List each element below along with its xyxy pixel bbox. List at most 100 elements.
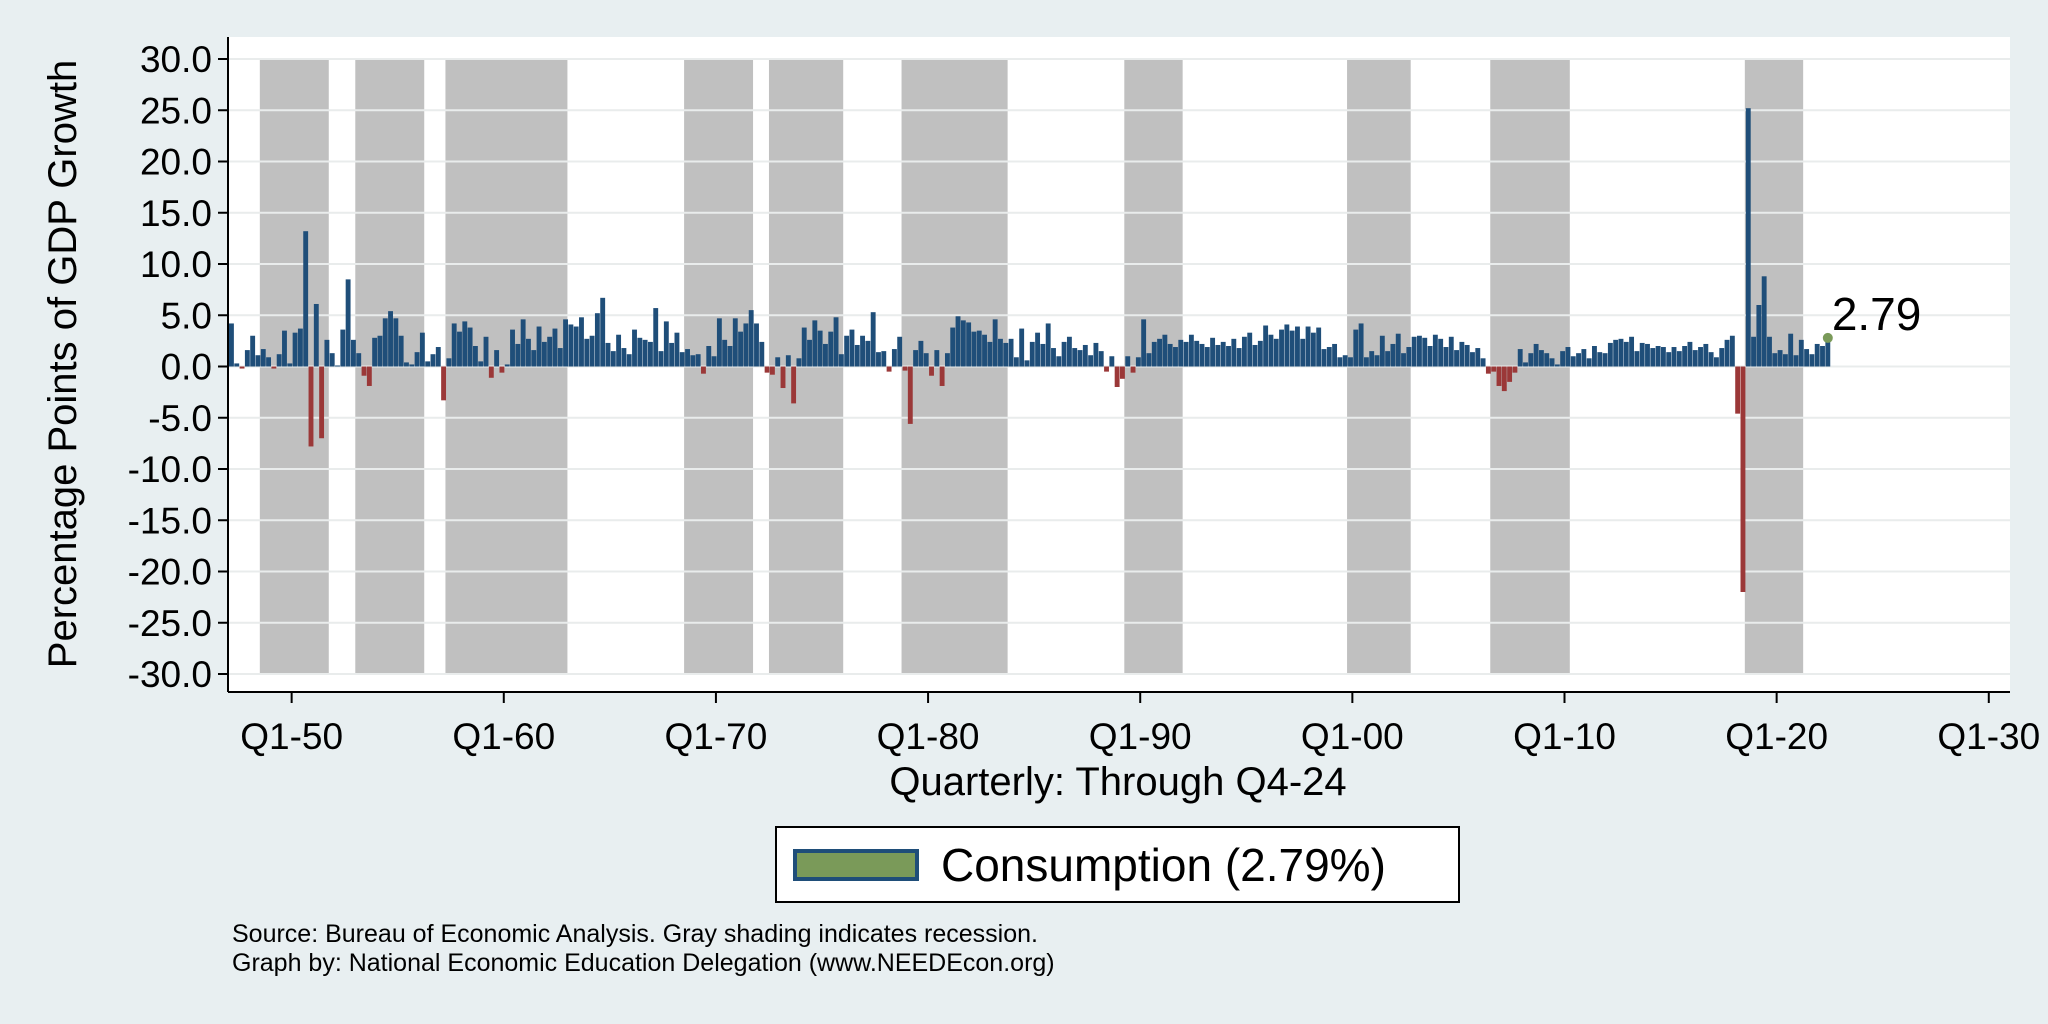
bar xyxy=(335,365,340,367)
bar xyxy=(955,316,961,367)
bar xyxy=(1114,366,1120,387)
bar xyxy=(812,320,818,367)
bar xyxy=(1257,340,1263,367)
bar xyxy=(557,348,563,367)
bar xyxy=(881,351,887,367)
y-tick-label: 25.0 xyxy=(140,90,212,131)
bar xyxy=(462,321,468,367)
bar xyxy=(844,335,850,367)
bar xyxy=(579,317,584,367)
bar xyxy=(1247,332,1253,367)
bar xyxy=(1756,305,1762,367)
bar xyxy=(1348,357,1353,367)
bar xyxy=(616,334,622,367)
bar xyxy=(594,313,600,367)
bar xyxy=(1464,344,1470,367)
bar xyxy=(976,330,982,367)
bar xyxy=(690,355,696,367)
y-tick-label: -20.0 xyxy=(128,552,212,593)
bar xyxy=(266,357,272,367)
bar xyxy=(1167,343,1173,367)
bar xyxy=(552,328,558,367)
x-axis-title: Quarterly: Through Q4-24 xyxy=(889,760,1346,804)
bar xyxy=(1671,347,1677,367)
bar xyxy=(1194,340,1200,367)
bar xyxy=(982,334,987,367)
bar xyxy=(1454,350,1460,367)
x-tick-label: Q1-20 xyxy=(1725,716,1828,757)
bar xyxy=(441,366,447,401)
bar xyxy=(764,366,770,373)
bar xyxy=(329,353,335,367)
bar xyxy=(1252,344,1258,367)
x-tick-label: Q1-80 xyxy=(877,716,980,757)
bar xyxy=(1146,353,1152,367)
y-axis-ticks: 30.0 25.0 20.0 15.0 10.0 5.0 0.0 -5.0 -10.0 -15.0… xyxy=(128,39,228,695)
bar xyxy=(1019,328,1025,367)
bar xyxy=(1735,366,1741,414)
bar xyxy=(1592,346,1597,367)
bar xyxy=(1459,341,1465,367)
bar xyxy=(1072,348,1078,367)
bar xyxy=(356,353,362,367)
bar xyxy=(372,337,378,367)
bar xyxy=(547,336,553,367)
bar xyxy=(1666,352,1672,367)
bar xyxy=(526,338,531,367)
bar xyxy=(1326,347,1332,367)
bar xyxy=(472,346,478,367)
bar xyxy=(1485,366,1491,374)
bar xyxy=(1204,347,1210,367)
bar xyxy=(1003,342,1009,367)
bar xyxy=(1135,357,1141,367)
bar xyxy=(414,352,420,367)
bar xyxy=(1639,342,1645,367)
x-tick-label: Q1-50 xyxy=(240,716,343,757)
bar xyxy=(1740,366,1746,592)
bar xyxy=(1268,334,1274,367)
bar xyxy=(807,339,812,367)
bar xyxy=(1576,353,1581,367)
bar xyxy=(1417,335,1422,367)
bar xyxy=(1157,338,1163,367)
bar xyxy=(1045,323,1051,367)
bar xyxy=(1777,350,1783,367)
bar xyxy=(457,331,462,367)
bar xyxy=(1321,349,1327,367)
bar xyxy=(769,366,775,375)
bar xyxy=(1470,352,1475,367)
bar xyxy=(229,323,234,367)
bar xyxy=(1358,323,1364,367)
bar xyxy=(1279,329,1284,367)
bar xyxy=(1814,343,1820,367)
bar xyxy=(520,319,526,367)
bar xyxy=(711,356,717,367)
y-tick-label: 30.0 xyxy=(140,39,212,80)
bar xyxy=(754,323,759,367)
bar xyxy=(510,329,515,367)
bar xyxy=(1109,356,1115,367)
y-tick-label: -30.0 xyxy=(128,654,212,695)
bar xyxy=(1772,353,1778,367)
bar xyxy=(350,339,356,367)
bar xyxy=(1316,327,1322,367)
bar xyxy=(998,338,1003,367)
bar xyxy=(722,339,728,367)
bar xyxy=(785,355,791,367)
x-tick-label: Q1-70 xyxy=(665,716,768,757)
bar xyxy=(297,328,303,367)
x-tick-label: Q1-90 xyxy=(1089,716,1192,757)
gridlines xyxy=(228,58,2010,675)
bar xyxy=(1422,337,1428,367)
bar xyxy=(823,343,828,367)
bar xyxy=(796,358,802,367)
y-tick-label: -25.0 xyxy=(128,603,212,644)
bar xyxy=(419,332,425,367)
bar xyxy=(1517,349,1523,367)
bar xyxy=(1655,346,1661,367)
bar xyxy=(971,331,977,367)
bar xyxy=(1676,351,1682,367)
bar xyxy=(1151,341,1157,367)
bar xyxy=(1263,325,1269,367)
bar xyxy=(838,354,844,367)
